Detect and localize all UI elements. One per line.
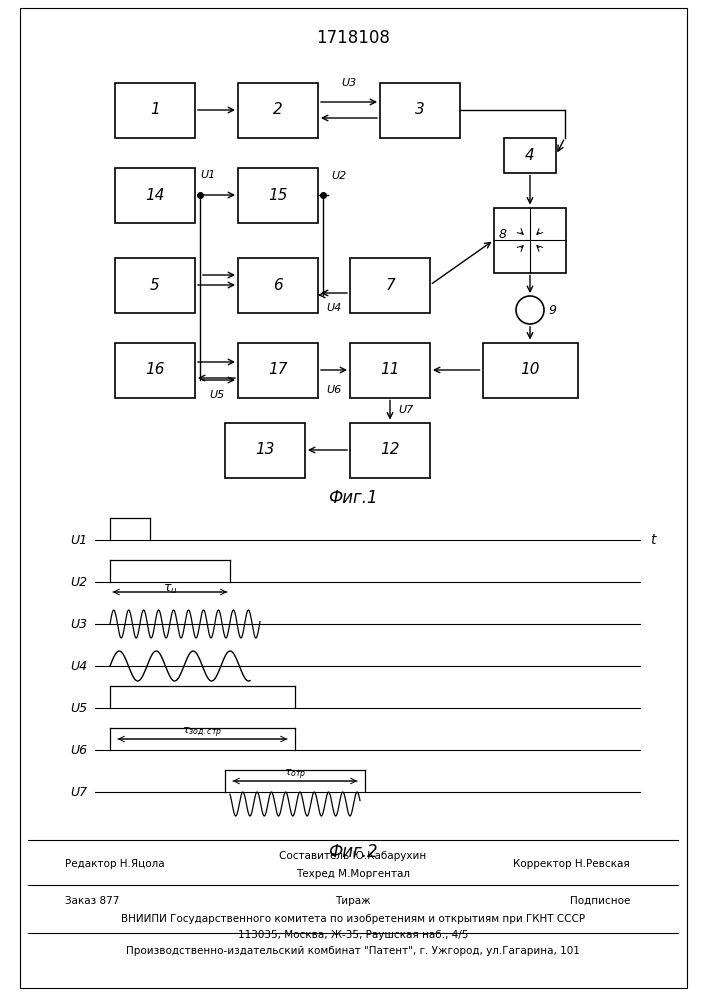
Bar [494, 208, 566, 272]
Text: 6: 6 [273, 277, 283, 292]
Bar [115, 257, 195, 312]
Text: 9: 9 [548, 304, 556, 316]
Text: U1: U1 [200, 170, 215, 180]
Text: Корректор Н.Ревская: Корректор Н.Ревская [513, 859, 630, 869]
Text: 12: 12 [380, 442, 399, 458]
Text: U3: U3 [341, 78, 356, 88]
Text: U2: U2 [331, 171, 346, 181]
Bar [350, 422, 430, 478]
Text: U2: U2 [70, 576, 87, 588]
Text: U3: U3 [70, 617, 87, 631]
Text: $\tau_{\mathit{зод.стр}}$: $\tau_{\mathit{зод.стр}}$ [182, 726, 223, 740]
Text: U6: U6 [70, 744, 87, 756]
Text: 3: 3 [415, 103, 425, 117]
Bar [350, 342, 430, 397]
Text: ВНИИПИ Государственного комитета по изобретениям и открытиям при ГКНТ СССР: ВНИИПИ Государственного комитета по изоб… [121, 914, 585, 924]
Text: Тираж: Тираж [335, 896, 370, 906]
Text: Подписное: Подписное [570, 896, 630, 906]
Text: U5: U5 [209, 390, 225, 400]
Text: 16: 16 [145, 362, 165, 377]
Text: U4: U4 [327, 303, 341, 313]
Text: 2: 2 [273, 103, 283, 117]
Text: Редактор Н.Яцола: Редактор Н.Яцола [65, 859, 165, 869]
Bar [238, 342, 318, 397]
Text: $\tau_{\mathit{отр}}$: $\tau_{\mathit{отр}}$ [284, 768, 306, 782]
Bar [238, 83, 318, 137]
Text: 113035, Москва, Ж-35, Раушская наб., 4/5: 113035, Москва, Ж-35, Раушская наб., 4/5 [238, 930, 468, 940]
Text: Фиг.1: Фиг.1 [328, 489, 378, 507]
Text: Составитель Ю.Кабарухин: Составитель Ю.Кабарухин [279, 851, 426, 861]
Text: Производственно-издательский комбинат "Патент", г. Ужгород, ул.Гагарина, 101: Производственно-издательский комбинат "П… [126, 946, 580, 956]
Bar [482, 342, 578, 397]
Text: U7: U7 [70, 786, 87, 798]
Bar [238, 257, 318, 312]
Text: 15: 15 [268, 188, 288, 202]
Bar [350, 257, 430, 312]
Text: U4: U4 [70, 660, 87, 672]
Text: U6: U6 [327, 385, 341, 395]
Text: U5: U5 [70, 702, 87, 714]
Text: U7: U7 [398, 405, 414, 415]
Bar [504, 137, 556, 172]
Text: 7: 7 [385, 277, 395, 292]
Bar [115, 83, 195, 137]
Text: 10: 10 [520, 362, 539, 377]
Bar [238, 167, 318, 223]
Text: Фиг.2: Фиг.2 [328, 843, 378, 861]
Text: Техред М.Моргентал: Техред М.Моргентал [296, 869, 410, 879]
Text: t: t [650, 533, 655, 547]
Text: 1: 1 [150, 103, 160, 117]
Text: $\tau_u$: $\tau_u$ [163, 583, 177, 596]
Text: U1: U1 [70, 534, 87, 546]
Text: 17: 17 [268, 362, 288, 377]
Text: 1718108: 1718108 [316, 29, 390, 47]
Text: 11: 11 [380, 362, 399, 377]
Bar [225, 422, 305, 478]
Text: 14: 14 [145, 188, 165, 202]
Text: Заказ 877: Заказ 877 [65, 896, 119, 906]
Text: 4: 4 [525, 147, 535, 162]
Text: 13: 13 [255, 442, 275, 458]
Text: 5: 5 [150, 277, 160, 292]
Bar [115, 342, 195, 397]
Text: 8: 8 [499, 228, 507, 240]
Bar [115, 167, 195, 223]
Bar [380, 83, 460, 137]
